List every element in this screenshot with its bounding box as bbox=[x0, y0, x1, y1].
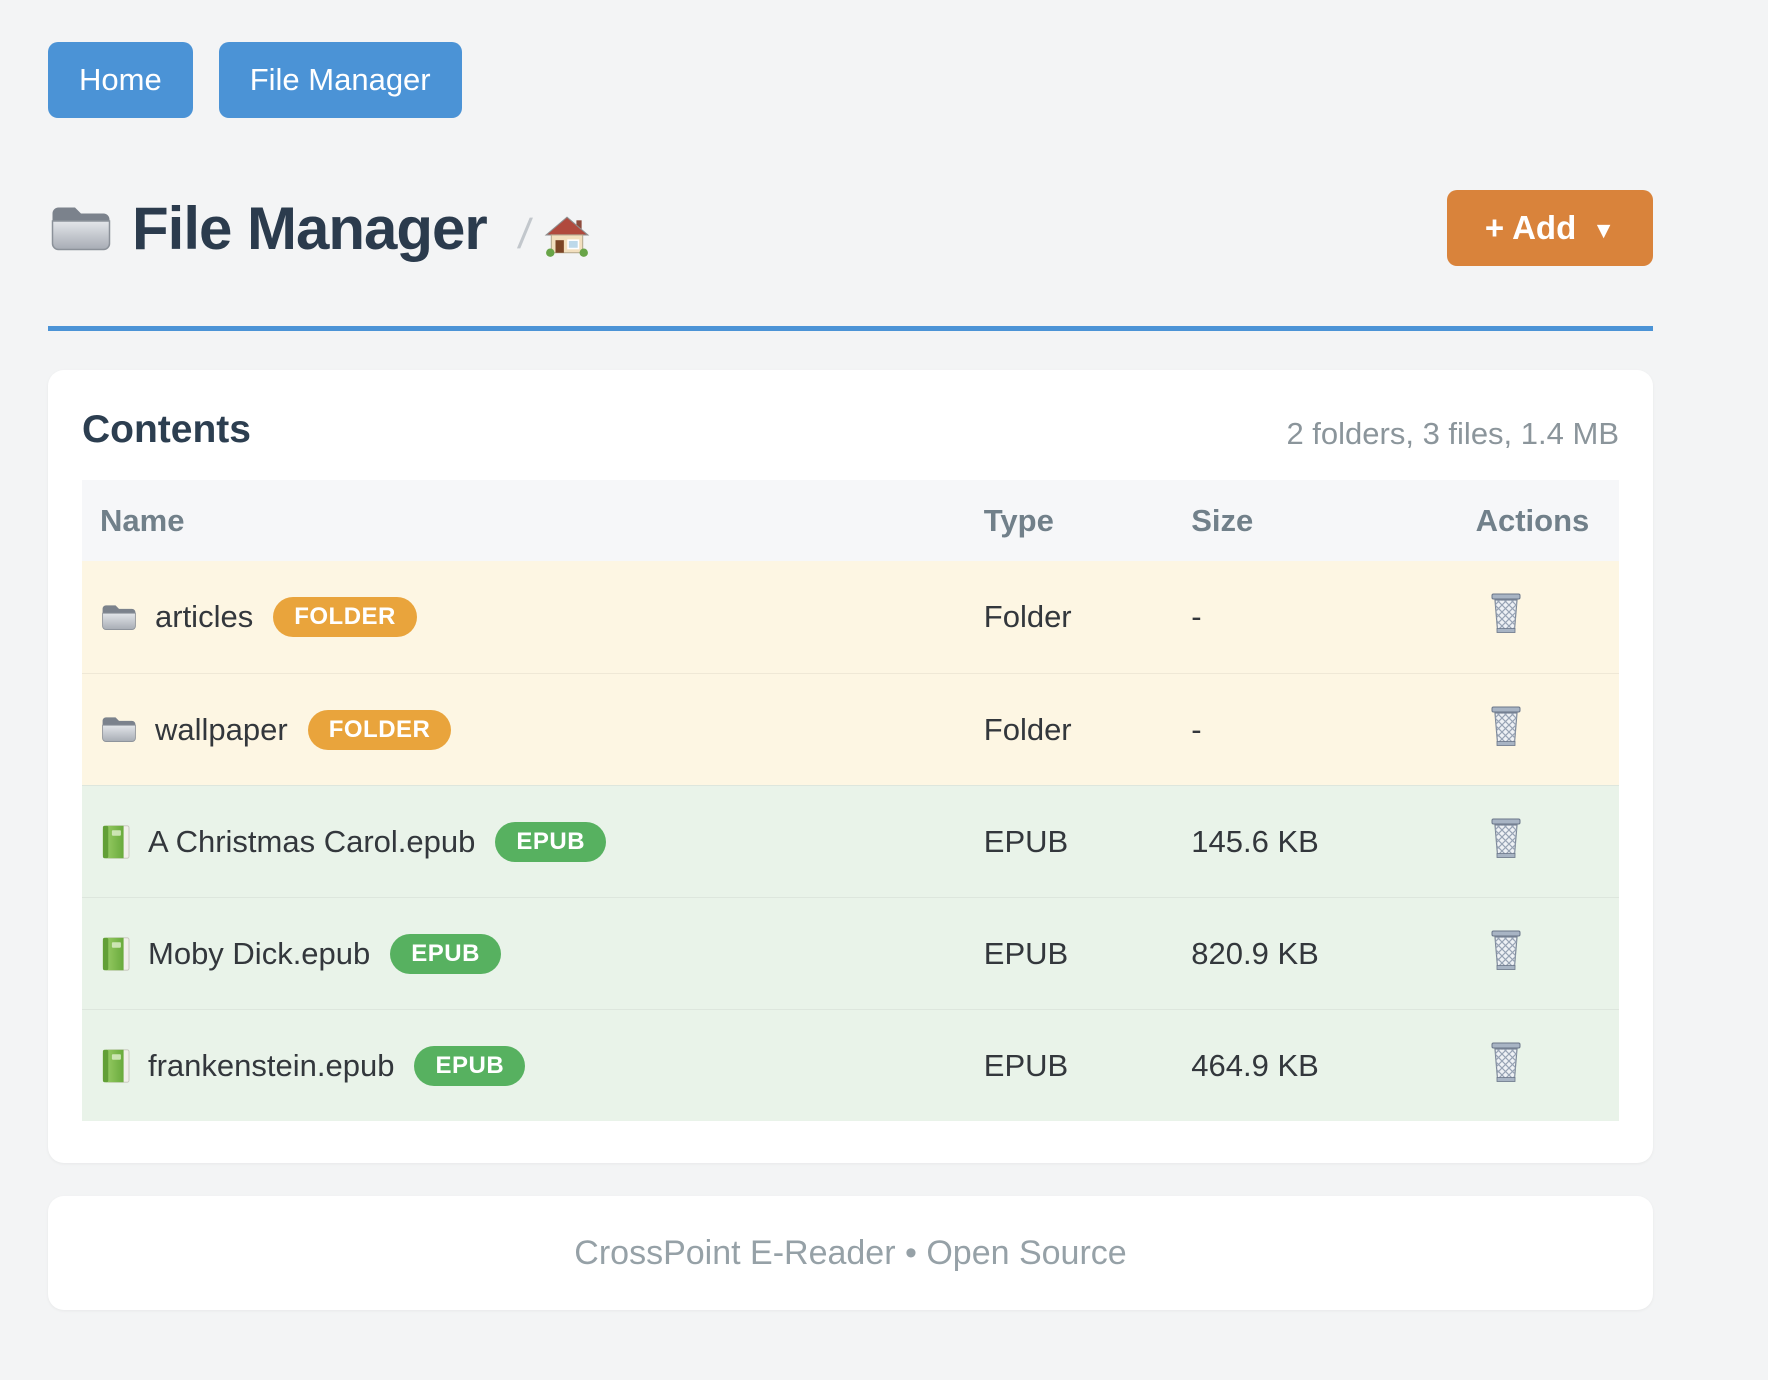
item-name-link[interactable]: frankenstein.epub bbox=[148, 1047, 395, 1083]
top-nav: Home File Manager bbox=[48, 42, 1653, 118]
item-name-link[interactable]: wallpaper bbox=[155, 711, 288, 747]
table-row: articles FOLDER Folder - bbox=[82, 561, 1619, 673]
page: Home File Manager File Manager / bbox=[48, 0, 1653, 1310]
type-badge: EPUB bbox=[390, 933, 501, 974]
title-underline bbox=[48, 326, 1653, 331]
actions-cell bbox=[1458, 704, 1619, 756]
actions-cell bbox=[1458, 591, 1619, 643]
trash-icon bbox=[1491, 706, 1521, 746]
type-cell: EPUB bbox=[983, 1047, 1069, 1083]
delete-button[interactable] bbox=[1488, 1040, 1524, 1084]
name-cell: frankenstein.epub EPUB bbox=[82, 1045, 966, 1086]
folder-icon bbox=[102, 717, 136, 743]
table-row: Moby Dick.epub EPUB EPUB 820.9 KB bbox=[82, 897, 1619, 1009]
page-title: File Manager bbox=[132, 194, 488, 262]
type-badge: FOLDER bbox=[307, 709, 452, 750]
type-badge: EPUB bbox=[414, 1045, 526, 1086]
book-icon bbox=[102, 824, 130, 859]
footer: CrossPoint E-Reader • Open Source bbox=[48, 1196, 1653, 1310]
delete-button[interactable] bbox=[1488, 816, 1524, 860]
actions-cell bbox=[1458, 816, 1619, 868]
name-cell: A Christmas Carol.epub EPUB bbox=[82, 821, 966, 862]
add-button-label: + Add bbox=[1484, 209, 1577, 246]
folder-icon bbox=[102, 604, 136, 630]
type-badge: FOLDER bbox=[273, 597, 417, 637]
table-body: articles FOLDER Folder - wallpaper FOLDE… bbox=[82, 561, 1619, 1121]
file-icon bbox=[100, 824, 131, 860]
delete-button[interactable] bbox=[1488, 591, 1524, 635]
book-icon bbox=[102, 1048, 130, 1083]
nav-file-manager-button[interactable]: File Manager bbox=[218, 42, 462, 118]
column-header-type: Type bbox=[983, 502, 1054, 538]
file-icon bbox=[100, 713, 138, 746]
footer-text: CrossPoint E-Reader • Open Source bbox=[574, 1233, 1127, 1272]
page-header: File Manager / + Add ▼ bbox=[48, 188, 1653, 268]
item-name-link[interactable]: Moby Dick.epub bbox=[148, 935, 371, 971]
item-name-link[interactable]: A Christmas Carol.epub bbox=[148, 823, 476, 859]
type-cell: EPUB bbox=[983, 823, 1069, 859]
add-button[interactable]: + Add ▼ bbox=[1446, 190, 1653, 266]
actions-cell bbox=[1458, 1040, 1619, 1092]
trash-icon bbox=[1491, 593, 1521, 633]
chevron-down-icon: ▼ bbox=[1592, 216, 1615, 243]
trash-icon bbox=[1491, 930, 1521, 970]
type-cell: Folder bbox=[983, 711, 1072, 747]
table-header-row: Name Type Size Actions bbox=[82, 480, 1619, 561]
size-cell: - bbox=[1191, 711, 1202, 747]
file-icon bbox=[100, 601, 138, 634]
file-icon bbox=[100, 936, 131, 972]
nav-home-button[interactable]: Home bbox=[48, 42, 193, 118]
contents-summary: 2 folders, 3 files, 1.4 MB bbox=[1286, 416, 1619, 451]
size-cell: 464.9 KB bbox=[1191, 1047, 1319, 1083]
delete-button[interactable] bbox=[1488, 704, 1524, 748]
house-icon bbox=[545, 216, 590, 257]
actions-cell bbox=[1458, 928, 1619, 980]
item-name-link[interactable]: articles bbox=[155, 599, 254, 634]
book-icon bbox=[102, 936, 130, 971]
folder-icon bbox=[51, 207, 111, 250]
column-header-size: Size bbox=[1191, 502, 1254, 538]
size-cell: 820.9 KB bbox=[1191, 935, 1319, 971]
trash-icon bbox=[1491, 818, 1521, 858]
contents-table: Name Type Size Actions articles FOLDER F… bbox=[82, 480, 1619, 1121]
breadcrumb-home-link[interactable] bbox=[544, 215, 590, 257]
type-cell: EPUB bbox=[983, 935, 1069, 971]
title-group: File Manager / bbox=[48, 194, 590, 263]
name-cell: wallpaper FOLDER bbox=[82, 709, 966, 750]
size-cell: 145.6 KB bbox=[1191, 823, 1319, 859]
type-badge: EPUB bbox=[495, 821, 607, 862]
delete-button[interactable] bbox=[1488, 928, 1524, 972]
breadcrumb-separator: / bbox=[515, 210, 534, 257]
file-icon bbox=[100, 1048, 131, 1084]
column-header-actions: Actions bbox=[1475, 502, 1590, 538]
name-cell: articles FOLDER bbox=[82, 597, 966, 637]
contents-card: Contents 2 folders, 3 files, 1.4 MB Name… bbox=[48, 370, 1653, 1163]
table-row: A Christmas Carol.epub EPUB EPUB 145.6 K… bbox=[82, 785, 1619, 897]
size-cell: - bbox=[1191, 599, 1202, 634]
trash-icon bbox=[1491, 1042, 1521, 1082]
contents-card-header: Contents 2 folders, 3 files, 1.4 MB bbox=[82, 408, 1619, 452]
table-row: wallpaper FOLDER Folder - bbox=[82, 673, 1619, 785]
type-cell: Folder bbox=[983, 599, 1072, 634]
table-row: frankenstein.epub EPUB EPUB 464.9 KB bbox=[82, 1009, 1619, 1121]
contents-heading: Contents bbox=[82, 408, 251, 451]
column-header-name: Name bbox=[100, 502, 185, 538]
name-cell: Moby Dick.epub EPUB bbox=[82, 933, 966, 974]
